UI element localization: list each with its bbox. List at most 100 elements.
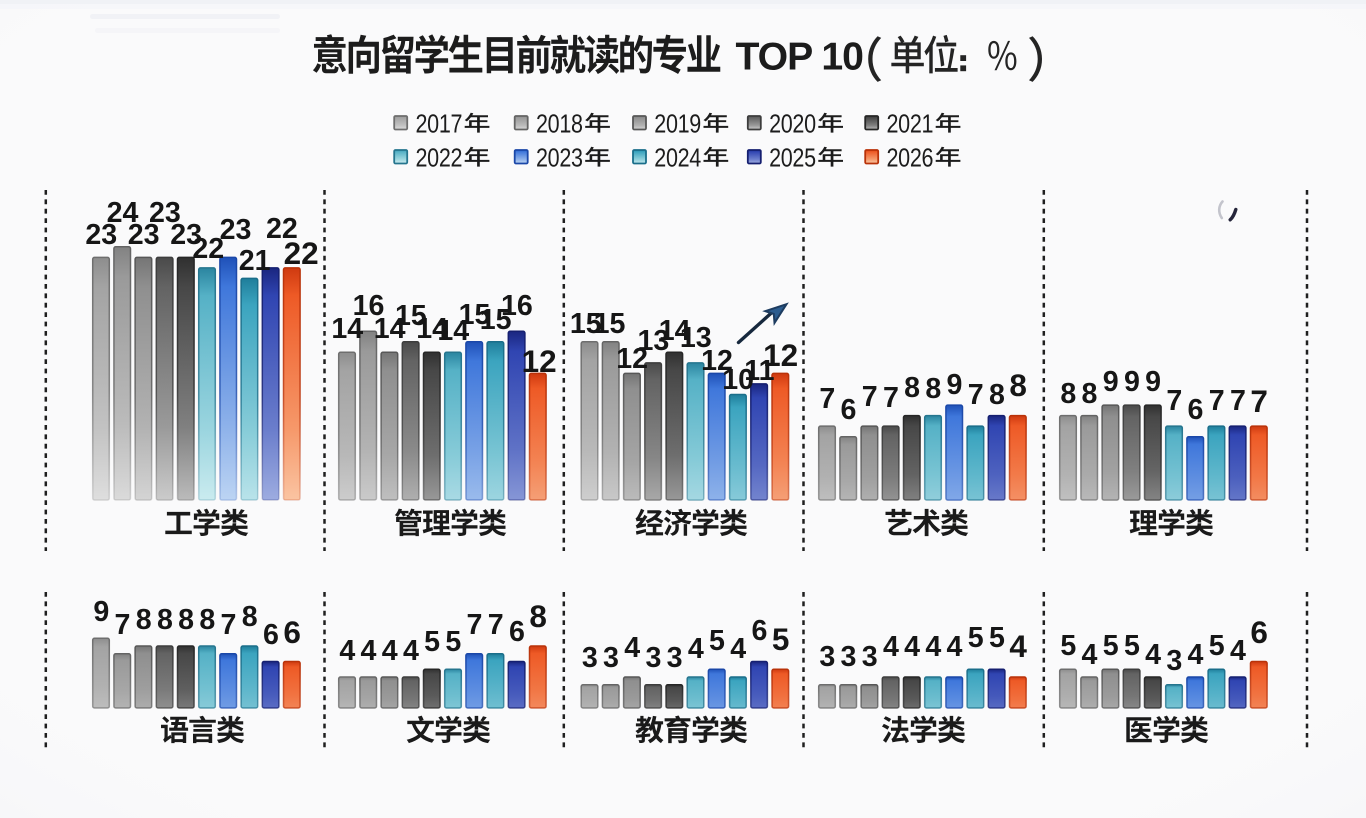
- svg-text:9: 9: [93, 596, 109, 628]
- svg-text:5: 5: [1124, 630, 1140, 662]
- svg-text:23: 23: [170, 219, 202, 251]
- svg-text:7: 7: [115, 609, 131, 641]
- svg-text:4: 4: [624, 632, 640, 664]
- svg-text:4: 4: [1082, 639, 1098, 671]
- svg-text:7: 7: [221, 609, 237, 641]
- svg-text:8: 8: [904, 372, 920, 404]
- svg-text:5: 5: [989, 622, 1005, 654]
- svg-text:8: 8: [1082, 378, 1098, 410]
- svg-text:8: 8: [199, 604, 215, 636]
- svg-text:TOP 10: TOP 10: [736, 36, 864, 79]
- svg-text:14: 14: [659, 315, 691, 347]
- svg-text:4: 4: [1145, 639, 1161, 671]
- svg-text:15: 15: [594, 308, 626, 340]
- svg-text:2018: 2018: [536, 109, 583, 139]
- svg-text:3: 3: [1166, 645, 1182, 677]
- svg-text:2023: 2023: [536, 143, 583, 173]
- svg-text:22: 22: [192, 233, 224, 265]
- svg-text:13: 13: [680, 322, 712, 354]
- svg-text:4: 4: [730, 633, 746, 665]
- svg-text:23: 23: [149, 197, 181, 229]
- svg-text:8: 8: [136, 604, 152, 636]
- svg-text:4: 4: [883, 631, 899, 663]
- svg-text:7: 7: [1250, 383, 1268, 419]
- svg-text:4: 4: [688, 633, 704, 665]
- svg-text:8: 8: [242, 601, 258, 633]
- svg-text:23: 23: [220, 214, 252, 246]
- svg-text:6: 6: [263, 619, 279, 651]
- svg-text:5: 5: [1103, 630, 1119, 662]
- svg-text:4: 4: [1188, 639, 1204, 671]
- svg-text:6: 6: [751, 615, 767, 647]
- svg-text:22: 22: [266, 213, 298, 245]
- svg-text:14: 14: [416, 313, 448, 345]
- svg-text:6: 6: [509, 616, 525, 648]
- svg-text:11: 11: [744, 355, 774, 387]
- svg-text:6: 6: [1250, 614, 1268, 650]
- svg-text:4: 4: [1230, 635, 1246, 667]
- svg-text:22: 22: [284, 235, 319, 271]
- svg-text:4: 4: [904, 631, 920, 663]
- svg-text:6: 6: [1188, 394, 1204, 426]
- svg-text:14: 14: [374, 313, 406, 345]
- svg-text:5: 5: [1060, 630, 1076, 662]
- svg-text:9: 9: [947, 369, 963, 401]
- svg-text:12: 12: [522, 343, 557, 379]
- svg-text:23: 23: [85, 219, 117, 251]
- svg-text:4: 4: [339, 635, 355, 667]
- svg-text:9: 9: [1103, 366, 1119, 398]
- svg-text:8: 8: [157, 604, 173, 636]
- svg-text:2019: 2019: [654, 109, 701, 139]
- svg-text:3: 3: [862, 641, 878, 673]
- svg-text:5: 5: [968, 622, 984, 654]
- svg-text:12: 12: [763, 337, 798, 373]
- svg-text:3: 3: [582, 642, 598, 674]
- svg-text:24: 24: [107, 197, 139, 229]
- svg-text:3: 3: [645, 642, 661, 674]
- svg-text:4: 4: [947, 631, 963, 663]
- svg-text:16: 16: [501, 290, 533, 322]
- svg-text:2017: 2017: [416, 109, 463, 139]
- svg-text:7: 7: [1166, 385, 1182, 417]
- svg-text:7: 7: [467, 609, 483, 641]
- svg-text:8: 8: [1060, 378, 1076, 410]
- svg-text:15: 15: [459, 299, 491, 331]
- svg-text:8: 8: [989, 379, 1005, 411]
- svg-text:23: 23: [128, 219, 160, 251]
- svg-text:12: 12: [701, 345, 733, 377]
- svg-text:10: 10: [722, 364, 754, 396]
- svg-text:15: 15: [395, 300, 427, 332]
- svg-text:2021: 2021: [887, 109, 934, 139]
- svg-text:8: 8: [925, 373, 941, 405]
- svg-text:2026: 2026: [887, 143, 934, 173]
- svg-text:6: 6: [283, 614, 301, 650]
- svg-text:13: 13: [637, 325, 669, 357]
- svg-text:8: 8: [178, 604, 194, 636]
- svg-text:15: 15: [570, 308, 602, 340]
- svg-text:2020: 2020: [769, 109, 816, 139]
- svg-text:14: 14: [437, 315, 469, 347]
- svg-text:5: 5: [445, 626, 461, 658]
- svg-text:7: 7: [488, 609, 504, 641]
- svg-text:4: 4: [361, 635, 377, 667]
- svg-text:16: 16: [353, 290, 385, 322]
- svg-text:9: 9: [1124, 366, 1140, 398]
- svg-text:2022: 2022: [416, 143, 463, 173]
- svg-text:8: 8: [529, 598, 547, 634]
- svg-text:7: 7: [819, 383, 835, 415]
- svg-text:2024: 2024: [654, 143, 701, 173]
- svg-text:4: 4: [403, 635, 419, 667]
- svg-text:5: 5: [424, 626, 440, 658]
- svg-text:4: 4: [925, 631, 941, 663]
- svg-text:3: 3: [667, 642, 683, 674]
- svg-text:7: 7: [1209, 385, 1225, 417]
- svg-text:3: 3: [841, 641, 857, 673]
- svg-text:4: 4: [382, 635, 398, 667]
- svg-text:7: 7: [862, 381, 878, 413]
- svg-text:15: 15: [480, 304, 512, 336]
- svg-text:2025: 2025: [769, 143, 816, 173]
- svg-text:7: 7: [968, 379, 984, 411]
- svg-text:3: 3: [819, 641, 835, 673]
- svg-text:5: 5: [772, 621, 790, 657]
- svg-text:7: 7: [883, 382, 899, 414]
